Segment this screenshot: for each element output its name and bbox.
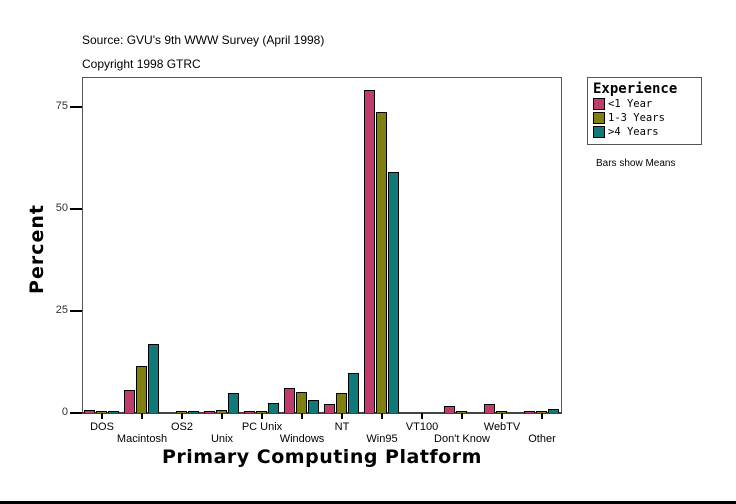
y-tick-label: 25	[55, 304, 68, 316]
x-tick	[141, 413, 143, 419]
x-tick-label: NT	[334, 421, 350, 433]
bar	[336, 393, 347, 413]
bar	[376, 111, 387, 413]
y-tick-label: 75	[55, 100, 68, 112]
bar	[124, 390, 135, 413]
x-tick	[501, 413, 503, 419]
bar	[96, 410, 107, 413]
bar	[496, 411, 507, 413]
y-tick	[70, 106, 82, 108]
y-tick	[70, 412, 82, 414]
x-tick	[381, 413, 383, 419]
bar	[388, 172, 399, 413]
x-tick	[341, 413, 343, 419]
copyright-text: Copyright 1998 GTRC	[82, 57, 201, 71]
x-tick	[221, 413, 223, 419]
bar	[228, 393, 239, 413]
x-tick	[421, 413, 423, 419]
y-tick	[70, 208, 82, 210]
bottom-border	[0, 501, 736, 504]
bar	[84, 409, 95, 413]
legend-label: 1-3 Years	[608, 112, 665, 124]
x-tick-label: PC Unix	[241, 421, 283, 433]
bar	[216, 409, 227, 413]
x-tick-label: Unix	[210, 433, 234, 445]
bar	[176, 411, 187, 413]
x-tick-label: OS2	[170, 421, 194, 433]
legend: Experience <1 Year 1-3 Years >4 Years	[587, 77, 702, 145]
legend-item: 1-3 Years	[593, 111, 696, 125]
bar	[348, 373, 359, 413]
bar	[244, 411, 255, 413]
x-tick-label: WebTV	[483, 421, 521, 433]
bar	[324, 404, 335, 413]
x-tick-label: DOS	[90, 421, 114, 433]
bar	[268, 402, 279, 413]
bar	[484, 404, 495, 413]
source-text: Source: GVU's 9th WWW Survey (April 1998…	[82, 33, 325, 47]
x-tick	[541, 413, 543, 419]
bar	[524, 410, 535, 413]
legend-swatch	[593, 126, 605, 138]
bar	[204, 411, 215, 413]
bar	[296, 392, 307, 413]
legend-label: >4 Years	[608, 126, 659, 138]
bar	[108, 410, 119, 413]
legend-label: <1 Year	[608, 98, 653, 110]
x-tick	[261, 413, 263, 419]
y-tick-label: 0	[61, 406, 68, 418]
legend-swatch	[593, 112, 605, 124]
x-tick-label: VT100	[405, 421, 439, 433]
note-text: Bars show Means	[596, 158, 676, 169]
x-tick	[101, 413, 103, 419]
x-tick	[181, 413, 183, 419]
x-tick-label: Don't Know	[434, 433, 490, 445]
bar	[308, 399, 319, 413]
x-tick-label: Win95	[366, 433, 398, 445]
bar	[536, 410, 547, 413]
x-tick-label: Windows	[279, 433, 325, 445]
y-tick-label: 50	[55, 202, 68, 214]
y-tick	[70, 310, 82, 312]
x-tick	[461, 413, 463, 419]
bar	[136, 366, 147, 413]
bar	[256, 410, 267, 413]
legend-item: <1 Year	[593, 97, 696, 111]
bar	[364, 89, 375, 413]
bar	[284, 388, 295, 413]
x-tick	[301, 413, 303, 419]
x-axis-title: Primary Computing Platform	[162, 446, 482, 468]
y-axis-title: Percent	[25, 204, 48, 294]
bar	[444, 405, 455, 413]
x-tick-label: Other	[528, 433, 556, 445]
bar	[148, 344, 159, 413]
bar	[456, 410, 467, 413]
bar	[548, 408, 559, 413]
x-axis-line	[74, 412, 562, 414]
plot-area	[82, 77, 562, 413]
bar	[188, 411, 199, 413]
legend-title: Experience	[593, 81, 678, 97]
legend-swatch	[593, 98, 605, 110]
legend-item: >4 Years	[593, 125, 696, 139]
x-tick-label: Macintosh	[116, 433, 168, 445]
